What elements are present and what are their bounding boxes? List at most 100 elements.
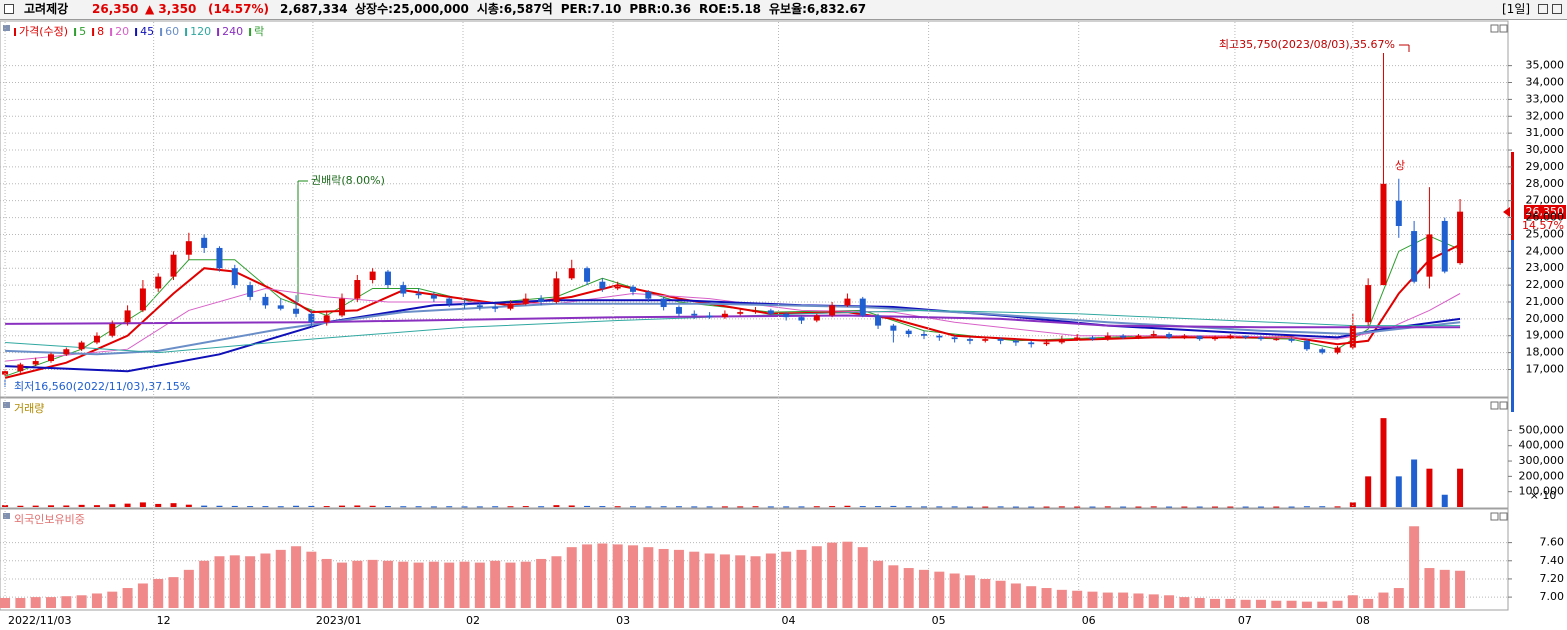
y-tick-label: 7.00: [1540, 590, 1565, 603]
legend-label: 8: [97, 25, 104, 38]
candle-body: [1457, 211, 1464, 264]
candle-body: [1349, 325, 1356, 348]
foreign-ratio-bar: [735, 555, 746, 608]
volume-bar: [400, 506, 407, 508]
foreign-ratio-bar: [781, 551, 792, 608]
volume-bar: [890, 505, 897, 507]
volume-bar: [599, 506, 606, 508]
candle-body: [1273, 339, 1280, 341]
candle-body: [737, 312, 744, 314]
x-tick-label: 2022/11/03: [8, 614, 71, 627]
candle-body: [1058, 339, 1065, 343]
panel-button[interactable]: [1490, 24, 1499, 33]
y-tick-label: 25,000: [1526, 227, 1565, 240]
candle-body: [216, 247, 223, 269]
volume-bar: [614, 506, 621, 508]
volume-bar: [201, 505, 208, 507]
volume-bar: [538, 506, 545, 508]
volume-bar: [354, 505, 361, 507]
volume-bar: [446, 506, 453, 508]
foreign-ratio-bar: [1271, 600, 1282, 608]
candle-body: [538, 298, 545, 302]
volume-bar: [185, 504, 192, 507]
foreign-ratio-bar: [888, 565, 899, 608]
candle-body: [1227, 335, 1234, 338]
candle-body: [875, 315, 882, 326]
candle-body: [1334, 347, 1341, 353]
y-tick-label: 28,000: [1526, 177, 1565, 190]
info-item: 유보율:6,832.67: [769, 2, 867, 16]
candle-body: [461, 303, 468, 306]
volume-bar: [63, 505, 70, 507]
foreign-ratio-bar: [704, 553, 715, 608]
volume-bar: [476, 506, 483, 508]
foreign-ratio-bar: [1010, 583, 1021, 608]
foreign-ratio-bar: [1210, 598, 1221, 608]
candle-body: [1441, 220, 1448, 272]
foreign-ratio-bar: [321, 558, 332, 608]
volume-bar: [1319, 506, 1326, 508]
volume-bar: [1426, 468, 1433, 507]
candle-body: [323, 315, 330, 323]
volume-bar: [737, 506, 744, 508]
panel-button[interactable]: [1499, 512, 1508, 521]
candle-body: [109, 323, 116, 336]
panel-button[interactable]: [1490, 401, 1499, 410]
foreign-ratio-bar: [1317, 601, 1328, 608]
foreign-ratio-bar: [750, 556, 761, 608]
volume-bar: [767, 506, 774, 508]
foreign-ratio-bar: [46, 597, 57, 608]
candle-body: [614, 286, 621, 289]
volume-bar: [339, 505, 346, 507]
period[interactable]: [1일]: [1502, 2, 1531, 16]
candle-body: [78, 342, 85, 350]
foreign-ratio-bar: [291, 546, 302, 608]
checkbox[interactable]: [4, 4, 14, 14]
candle-body: [584, 268, 591, 282]
legend-swatch: [110, 28, 113, 36]
volume-bar: [1303, 506, 1310, 508]
foreign-ratio-bar: [1378, 592, 1389, 608]
candle-body: [185, 241, 192, 255]
window-button[interactable]: [1538, 4, 1548, 14]
foreign-ratio-bar: [1148, 594, 1159, 608]
foreign-ratio-bar: [1118, 592, 1129, 608]
volume-bar: [507, 506, 514, 508]
y-tick-label: 34,000: [1526, 76, 1565, 89]
y-tick-label: 26,000: [1526, 211, 1565, 224]
volume-bar: [1196, 506, 1203, 508]
limit-up-marker: 상: [1395, 159, 1405, 172]
change-pct: (14.57%): [208, 2, 269, 16]
volume-bar: [1058, 506, 1065, 508]
panel-button[interactable]: [1499, 401, 1508, 410]
volume-bar: [553, 505, 560, 507]
candle-body: [859, 298, 866, 316]
panel-button[interactable]: [1490, 512, 1499, 521]
x-tick-label: 06: [1082, 614, 1096, 627]
volume-bar: [1227, 506, 1234, 508]
panel-button[interactable]: [1499, 24, 1508, 33]
candle-body: [48, 354, 55, 362]
foreign-ratio-bar: [1363, 598, 1374, 608]
volume-bar: [1104, 506, 1111, 508]
foreign-ratio-bar: [658, 548, 669, 608]
candle-body: [966, 339, 973, 341]
legend-label: 45: [140, 25, 154, 38]
foreign-ratio-bar: [428, 561, 439, 608]
foreign-ratio-bar: [827, 542, 838, 608]
legend-swatch: [74, 28, 77, 36]
foreign-ratio-bar: [398, 561, 409, 608]
candle-body: [1181, 335, 1188, 338]
candle-body: [1089, 337, 1096, 340]
close-button[interactable]: [1552, 4, 1562, 14]
foreign-ratio-bar: [15, 598, 26, 608]
volume-bar: [155, 503, 162, 507]
volume-bar: [1135, 506, 1142, 508]
foreign-ratio-bar: [490, 560, 501, 608]
volume-bar: [905, 506, 912, 508]
foreign-ratio-bar: [245, 556, 256, 608]
foreign-ratio-bar: [306, 551, 317, 608]
candle-body: [568, 268, 575, 279]
foreign-ratio-bar: [1255, 599, 1266, 608]
volume-bar: [415, 506, 422, 508]
